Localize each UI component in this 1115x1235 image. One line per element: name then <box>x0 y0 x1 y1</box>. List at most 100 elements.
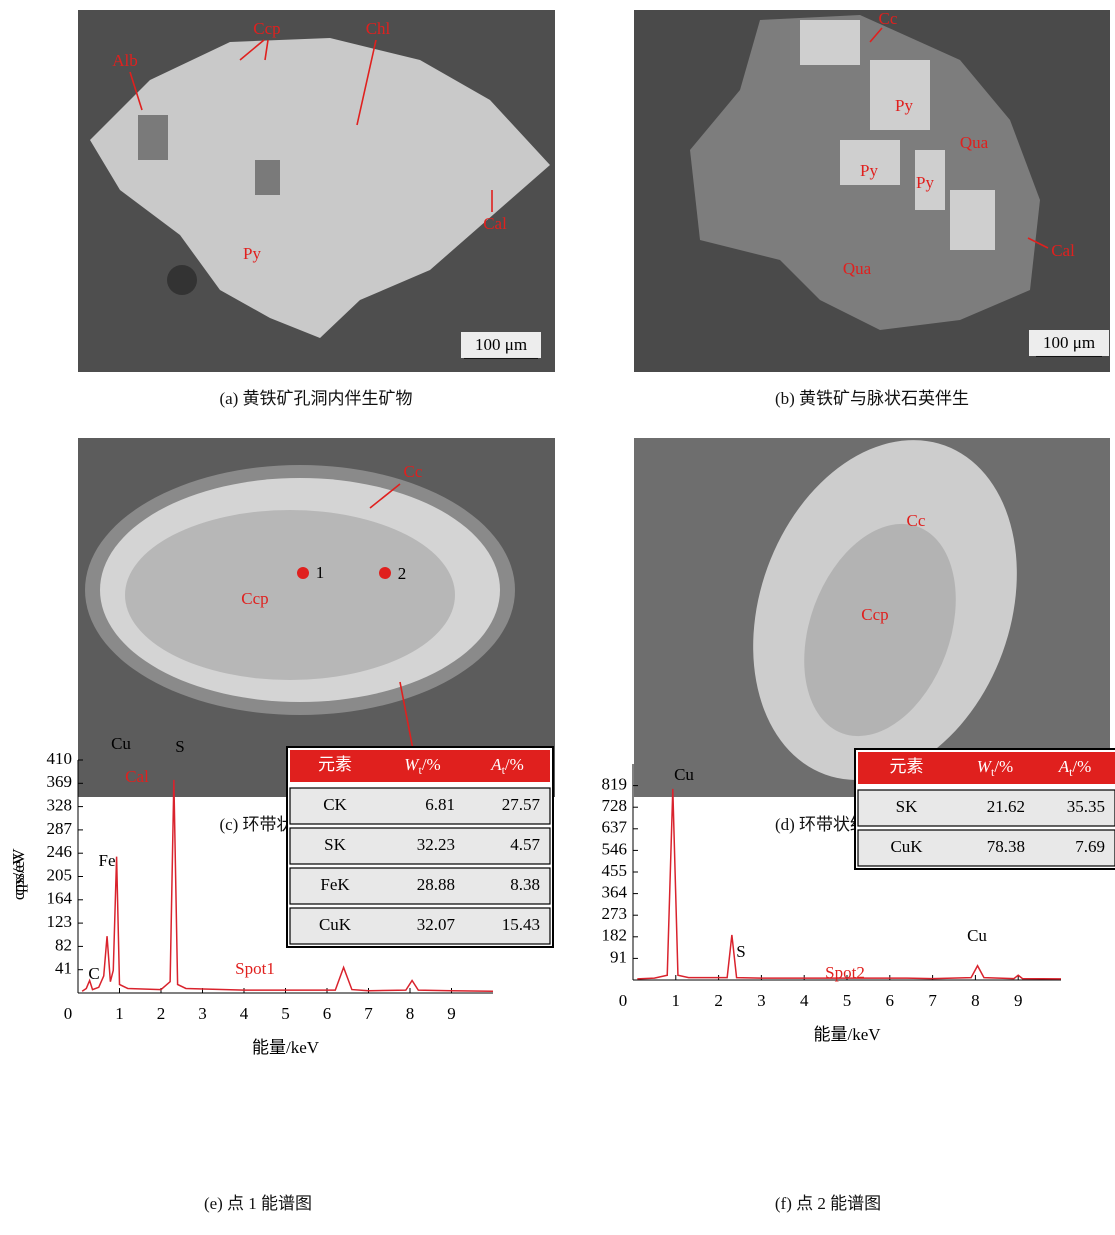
table-header-cell: Wt/% <box>977 757 1013 779</box>
table-cell: 27.57 <box>502 795 541 814</box>
mineral-label: Chl <box>366 19 391 38</box>
mineral-label: Ccp <box>253 19 280 38</box>
y-tick-label: 91 <box>610 947 627 966</box>
scale-label: 100 μm <box>1043 333 1095 352</box>
mineral-label: 1 <box>316 563 325 582</box>
table-header-cell: 元素 <box>890 757 924 776</box>
table-cell: 8.38 <box>510 875 540 894</box>
x-tick-label: 1 <box>115 1004 124 1023</box>
mineral-label: Cc <box>879 9 898 28</box>
x-tick-label: 2 <box>714 991 723 1010</box>
table-cell: 21.62 <box>987 797 1025 816</box>
table-header-cell: 元素 <box>318 755 352 774</box>
table-header-cell: Wt/% <box>404 755 440 777</box>
mineral-label: Qua <box>843 259 872 278</box>
annotation: Spot2 <box>825 963 865 982</box>
header-symbol: A <box>490 755 502 774</box>
table-cell: 7.69 <box>1075 837 1105 856</box>
x-tick-label: 1 <box>672 991 681 1010</box>
mineral-label: Py <box>895 96 913 115</box>
annotation: S <box>736 942 745 961</box>
table-cell: 32.23 <box>417 835 455 854</box>
table-cell: 32.07 <box>417 915 456 934</box>
table-cell: SK <box>896 797 918 816</box>
annotation: C <box>88 964 99 983</box>
mineral-label: 2 <box>398 564 407 583</box>
y-tick-label: 637 <box>602 818 628 837</box>
annotation: Spot1 <box>235 959 275 978</box>
table-cell: 15.43 <box>502 915 540 934</box>
x-tick-label: 9 <box>447 1004 456 1023</box>
mineral-label: Alb <box>112 51 138 70</box>
mineral-label: Py <box>860 161 878 180</box>
scale-label: 100 μm <box>475 335 527 354</box>
caption: (b) 黄铁矿与脉状石英伴生 <box>775 389 969 408</box>
micrograph-b <box>634 10 1110 372</box>
table-cell: 4.57 <box>510 835 540 854</box>
y-tick-label: 455 <box>602 861 628 880</box>
x-tick-label: 0 <box>619 991 628 1010</box>
mineral-label: Cc <box>404 462 423 481</box>
y-tick-label: 82 <box>55 935 72 954</box>
x-tick-label: 5 <box>843 991 852 1010</box>
annotation: Cu <box>967 926 987 945</box>
table-cell: CK <box>323 795 347 814</box>
table-header-cell: At/% <box>1058 757 1092 779</box>
y-tick-label: 546 <box>602 839 628 858</box>
table-cell: CuK <box>319 915 352 934</box>
x-tick-label: 3 <box>198 1004 207 1023</box>
mineral-label: Py <box>916 173 934 192</box>
x-axis-label: 能量/keV <box>252 1038 320 1057</box>
x-tick-label: 6 <box>323 1004 332 1023</box>
annotation: S <box>175 737 184 756</box>
x-tick-label: 3 <box>757 991 766 1010</box>
y-tick-label: 123 <box>47 912 73 931</box>
y-tick-label: 369 <box>47 772 73 791</box>
header-unit: /% <box>1072 757 1091 776</box>
y-tick-label: 164 <box>47 889 73 908</box>
x-tick-label: 4 <box>240 1004 249 1023</box>
x-axis-label: 能量/keV <box>813 1025 881 1044</box>
header-symbol: A <box>1058 757 1070 776</box>
x-tick-label: 4 <box>800 991 809 1010</box>
mineral-label: Cc <box>907 511 926 530</box>
x-tick-label: 7 <box>364 1004 373 1023</box>
y-tick-label: 182 <box>602 926 628 945</box>
x-tick-label: 5 <box>281 1004 290 1023</box>
mineral-label: Cal <box>483 214 507 233</box>
figure: Alb Ccp Chl Cal Py 100 μm (a) 黄铁矿孔洞内伴生矿物 Cc Py Qu… <box>0 0 1115 1230</box>
y-tick-label: 205 <box>47 865 73 884</box>
mineral-label: Py <box>243 244 261 263</box>
y-tick-label: 364 <box>602 883 628 902</box>
y-tick-label: 728 <box>602 796 628 815</box>
x-tick-label: 8 <box>406 1004 415 1023</box>
mineral-label: Cal <box>1051 241 1075 260</box>
table-cell: 35.35 <box>1067 797 1105 816</box>
header-unit: /% <box>505 755 524 774</box>
mineral-label: Ccp <box>241 589 268 608</box>
x-tick-label: 0 <box>64 1004 73 1023</box>
micrograph-a <box>78 10 555 372</box>
table-cell: FeK <box>320 875 350 894</box>
table-cell: 78.38 <box>987 837 1025 856</box>
table-cell: 6.81 <box>425 795 455 814</box>
x-tick-label: 2 <box>157 1004 166 1023</box>
annotation: Cu <box>674 765 694 784</box>
y-tick-label: 287 <box>47 819 73 838</box>
y-tick-label: 410 <box>47 749 73 768</box>
y-axis-label: cps/eV <box>9 848 28 896</box>
caption: (e) 点 1 能谱图 <box>204 1194 312 1213</box>
micrograph-c <box>78 438 555 797</box>
mineral-label: Qua <box>960 133 989 152</box>
x-tick-label: 8 <box>971 991 980 1010</box>
x-tick-label: 9 <box>1014 991 1023 1010</box>
x-tick-label: 7 <box>928 991 937 1010</box>
table-header-cell: At/% <box>490 755 524 777</box>
table-cell: 28.88 <box>417 875 455 894</box>
caption: (a) 黄铁矿孔洞内伴生矿物 <box>219 389 412 408</box>
y-tick-label: 41 <box>55 959 72 978</box>
table-cell: SK <box>324 835 346 854</box>
annotation: Fe <box>99 851 116 870</box>
mineral-label: Cal <box>125 767 149 786</box>
annotation: Cu <box>111 734 131 753</box>
